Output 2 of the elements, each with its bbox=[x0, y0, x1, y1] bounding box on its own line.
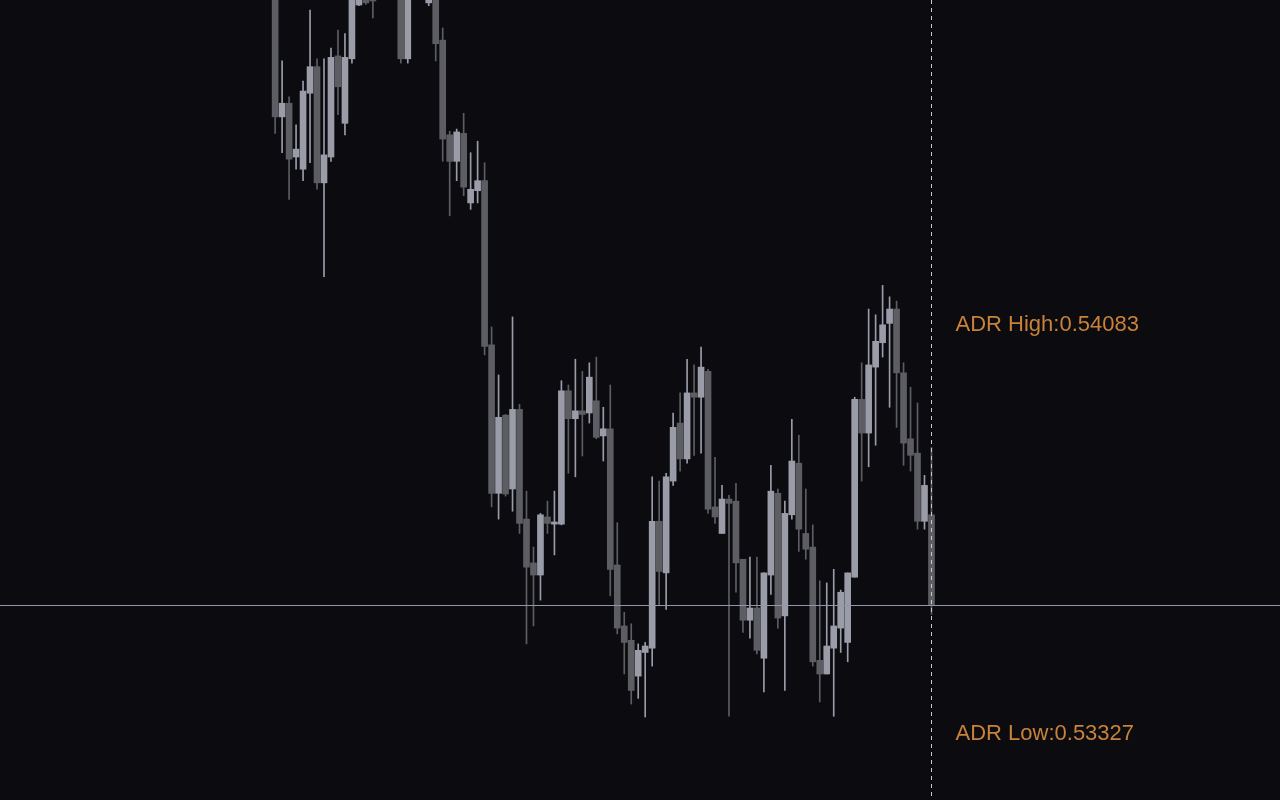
text: ADR High:0.54083 bbox=[955, 311, 1139, 337]
text: ADR Low:0.53327 bbox=[955, 720, 1135, 746]
